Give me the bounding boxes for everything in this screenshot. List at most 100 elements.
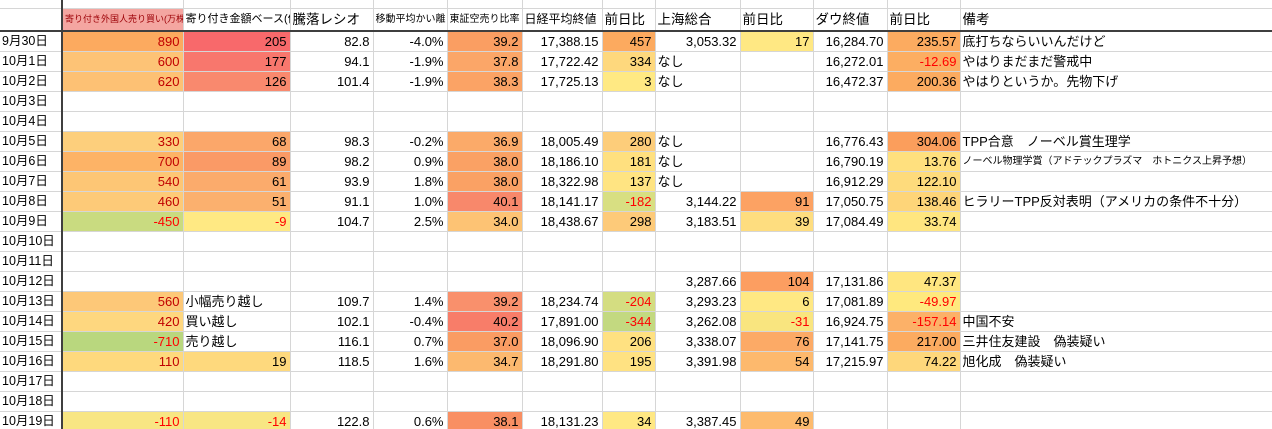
cell[interactable] xyxy=(740,171,814,192)
cell[interactable]: 3,183.51 xyxy=(655,211,741,232)
cell[interactable] xyxy=(373,91,448,112)
cell[interactable]: -0.4% xyxy=(373,311,448,332)
cell[interactable]: 16,790.19 xyxy=(813,151,888,172)
column-header[interactable]: ダウ終値 xyxy=(813,8,888,32)
cell[interactable] xyxy=(655,391,741,412)
date-cell[interactable]: 10月11日 xyxy=(0,251,63,272)
cell[interactable]: 39 xyxy=(740,211,814,232)
date-cell[interactable]: 10月3日 xyxy=(0,91,63,112)
cell[interactable]: -1.9% xyxy=(373,71,448,92)
date-cell[interactable]: 10月17日 xyxy=(0,371,63,392)
cell[interactable]: 18,438.67 xyxy=(522,211,603,232)
cell[interactable] xyxy=(290,391,374,412)
cell[interactable] xyxy=(183,391,291,412)
cell[interactable]: 18,234.74 xyxy=(522,291,603,312)
cell[interactable] xyxy=(960,251,1272,272)
cell[interactable] xyxy=(447,111,523,132)
cell[interactable] xyxy=(960,411,1272,429)
cell[interactable] xyxy=(290,91,374,112)
date-cell[interactable]: 10月10日 xyxy=(0,231,63,252)
cell[interactable]: -9 xyxy=(183,211,291,232)
cell[interactable] xyxy=(887,91,961,112)
cell[interactable] xyxy=(655,91,741,112)
cell[interactable]: 3,387.45 xyxy=(655,411,741,429)
cell[interactable]: -344 xyxy=(602,311,656,332)
cell[interactable]: -204 xyxy=(602,291,656,312)
cell[interactable] xyxy=(887,111,961,132)
cell[interactable]: なし xyxy=(655,131,741,152)
cell[interactable]: 17,891.00 xyxy=(522,311,603,332)
cell[interactable]: 38.1 xyxy=(447,411,523,429)
cell[interactable]: -450 xyxy=(62,211,184,232)
cell[interactable] xyxy=(373,371,448,392)
cell[interactable]: 122.8 xyxy=(290,411,374,429)
cell[interactable]: 38.0 xyxy=(447,151,523,172)
date-cell[interactable]: 10月14日 xyxy=(0,311,63,332)
cell[interactable] xyxy=(960,291,1272,312)
cell[interactable]: -182 xyxy=(602,191,656,212)
cell[interactable] xyxy=(602,271,656,292)
cell[interactable]: 116.1 xyxy=(290,331,374,352)
cell[interactable]: 1.6% xyxy=(373,351,448,372)
cell[interactable]: 126 xyxy=(183,71,291,92)
cell[interactable] xyxy=(740,231,814,252)
cell[interactable] xyxy=(655,251,741,272)
cell[interactable] xyxy=(602,91,656,112)
cell[interactable]: 1.4% xyxy=(373,291,448,312)
cell[interactable]: 34.7 xyxy=(447,351,523,372)
cell[interactable] xyxy=(740,0,814,9)
cell[interactable]: 104 xyxy=(740,271,814,292)
cell[interactable] xyxy=(522,371,603,392)
cell[interactable] xyxy=(373,251,448,272)
cell[interactable] xyxy=(960,171,1272,192)
cell[interactable]: 0.7% xyxy=(373,331,448,352)
cell[interactable] xyxy=(522,251,603,272)
cell[interactable]: 49 xyxy=(740,411,814,429)
cell[interactable]: 17,141.75 xyxy=(813,331,888,352)
cell[interactable] xyxy=(655,371,741,392)
cell[interactable]: 47.37 xyxy=(887,271,961,292)
cell[interactable] xyxy=(183,0,291,9)
cell[interactable]: 0.9% xyxy=(373,151,448,172)
cell[interactable] xyxy=(813,231,888,252)
cell[interactable]: 16,776.43 xyxy=(813,131,888,152)
cell[interactable] xyxy=(740,371,814,392)
cell[interactable]: 600 xyxy=(62,51,184,72)
cell[interactable]: 138.46 xyxy=(887,191,961,212)
cell[interactable]: 98.3 xyxy=(290,131,374,152)
cell[interactable] xyxy=(813,371,888,392)
cell[interactable]: 17,084.49 xyxy=(813,211,888,232)
cell[interactable]: 18,131.23 xyxy=(522,411,603,429)
cell[interactable] xyxy=(183,371,291,392)
cell[interactable] xyxy=(960,371,1272,392)
cell[interactable] xyxy=(62,371,184,392)
cell[interactable]: 16,912.29 xyxy=(813,171,888,192)
cell[interactable]: 74.22 xyxy=(887,351,961,372)
cell[interactable] xyxy=(740,91,814,112)
cell[interactable] xyxy=(290,251,374,272)
cell[interactable]: ノーベル物理学賞（アドテックプラズマ ホトニクス上昇予想） xyxy=(960,151,1272,172)
cell[interactable]: 206 xyxy=(602,331,656,352)
cell[interactable] xyxy=(655,231,741,252)
cell[interactable]: 3,391.98 xyxy=(655,351,741,372)
cell[interactable]: 16,284.70 xyxy=(813,30,888,52)
cell[interactable]: 39.2 xyxy=(447,291,523,312)
cell[interactable]: 94.1 xyxy=(290,51,374,72)
cell[interactable] xyxy=(887,391,961,412)
cell[interactable] xyxy=(522,91,603,112)
cell[interactable]: 68 xyxy=(183,131,291,152)
cell[interactable] xyxy=(447,0,523,9)
cell[interactable]: やはりまだまだ警戒中 xyxy=(960,51,1272,72)
cell[interactable]: 18,186.10 xyxy=(522,151,603,172)
cell[interactable]: 17,215.97 xyxy=(813,351,888,372)
cell[interactable] xyxy=(447,251,523,272)
cell[interactable] xyxy=(887,371,961,392)
cell[interactable] xyxy=(813,411,888,429)
cell[interactable] xyxy=(62,271,184,292)
cell[interactable]: 195 xyxy=(602,351,656,372)
cell[interactable]: 61 xyxy=(183,171,291,192)
cell[interactable] xyxy=(887,0,961,9)
cell[interactable]: 76 xyxy=(740,331,814,352)
cell[interactable] xyxy=(740,111,814,132)
cell[interactable] xyxy=(62,91,184,112)
